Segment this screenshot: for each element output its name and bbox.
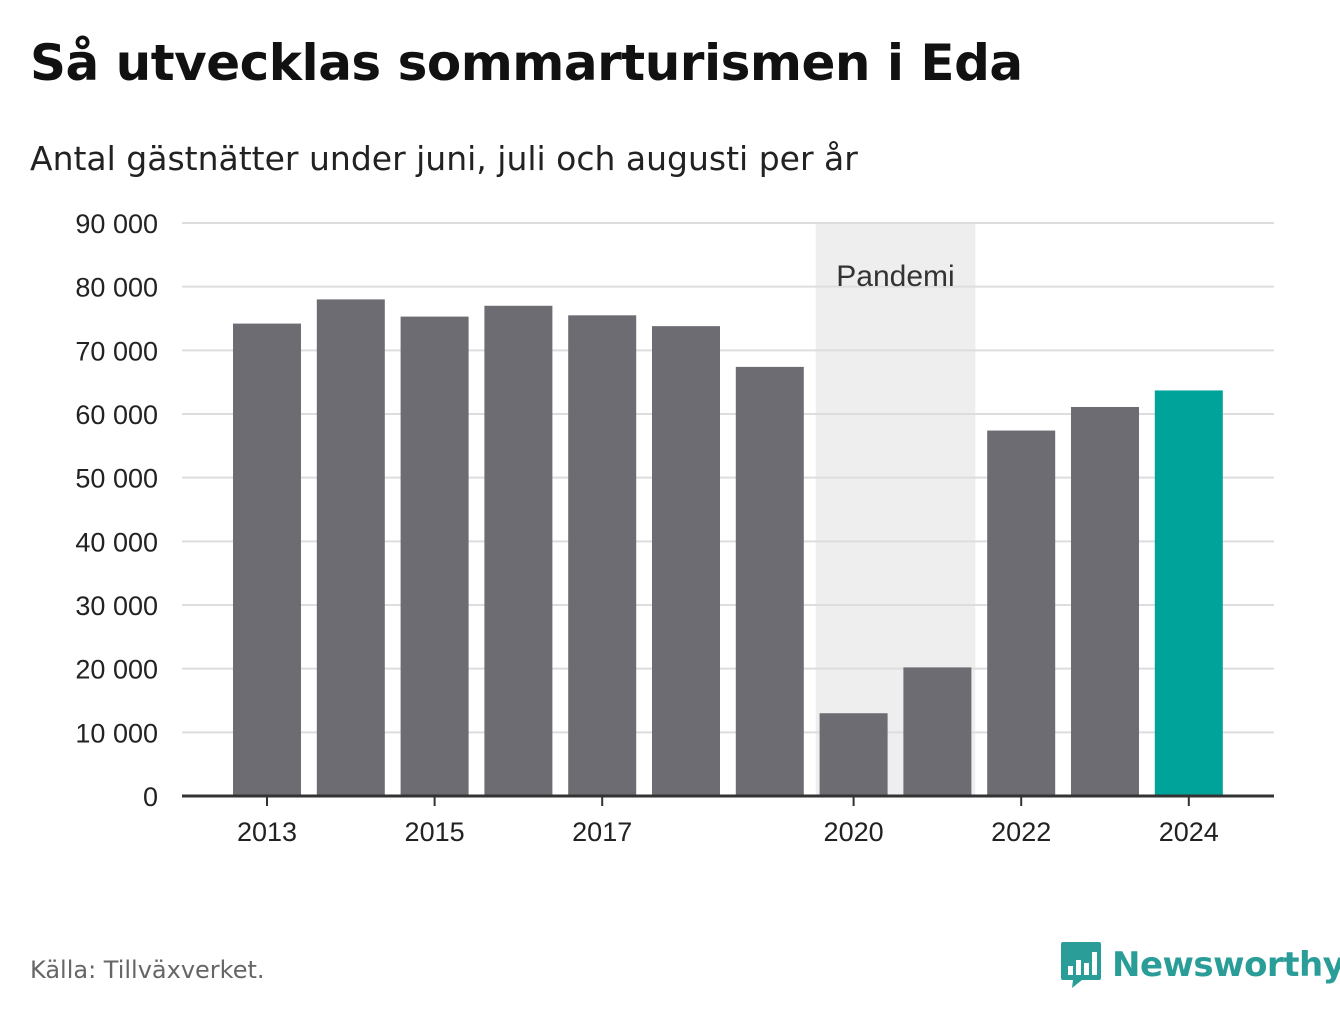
x-tick-label: 2013 [237, 817, 297, 847]
x-tick-label: 2015 [405, 817, 465, 847]
bar-2023 [1071, 406, 1139, 796]
x-tick-label: 2022 [991, 817, 1051, 847]
y-tick-label: 90 000 [75, 209, 158, 239]
bar-2019 [735, 366, 804, 796]
y-tick-label: 20 000 [75, 655, 158, 685]
bar-2020 [819, 713, 888, 796]
bar-2014 [316, 299, 385, 796]
bar-2021 [903, 667, 972, 796]
brand-name: Newsworthy [1112, 945, 1340, 985]
x-tick-label: 2020 [824, 817, 884, 847]
y-tick-label: 0 [143, 782, 158, 812]
bar-2022 [987, 430, 1056, 796]
bars [233, 299, 1223, 796]
bar-chart-speech-bubble-icon [1061, 942, 1101, 988]
bar-2024 [1154, 390, 1223, 796]
y-tick-label: 60 000 [75, 400, 158, 430]
chart-subtitle: Antal gästnätter under juni, juli och au… [30, 139, 858, 178]
brand-logo: Newsworthy [1060, 940, 1340, 990]
bar-2013 [233, 323, 301, 796]
y-tick-label: 40 000 [75, 527, 158, 557]
y-tick-label: 50 000 [75, 464, 158, 494]
bar-2017 [568, 315, 637, 796]
x-axis-ticks: 2013 2015 2017 2020 2022 2024 [237, 796, 1219, 847]
bar-2015 [400, 316, 469, 796]
y-tick-label: 80 000 [75, 273, 158, 303]
y-tick-label: 10 000 [75, 718, 158, 748]
y-axis-ticks: 0 10 000 20 000 30 000 40 000 50 000 60 000 70 … [75, 209, 158, 812]
chart-title: Så utvecklas sommarturismen i Eda [30, 34, 1023, 92]
source-note: Källa: Tillväxverket. [30, 956, 265, 984]
x-tick-label: 2024 [1159, 817, 1219, 847]
bar-2018 [652, 326, 720, 796]
x-tick-label: 2017 [572, 817, 632, 847]
y-tick-label: 70 000 [75, 336, 158, 366]
pandemic-label: Pandemi [836, 260, 954, 293]
y-tick-label: 30 000 [75, 591, 158, 621]
bar-2016 [484, 305, 553, 796]
